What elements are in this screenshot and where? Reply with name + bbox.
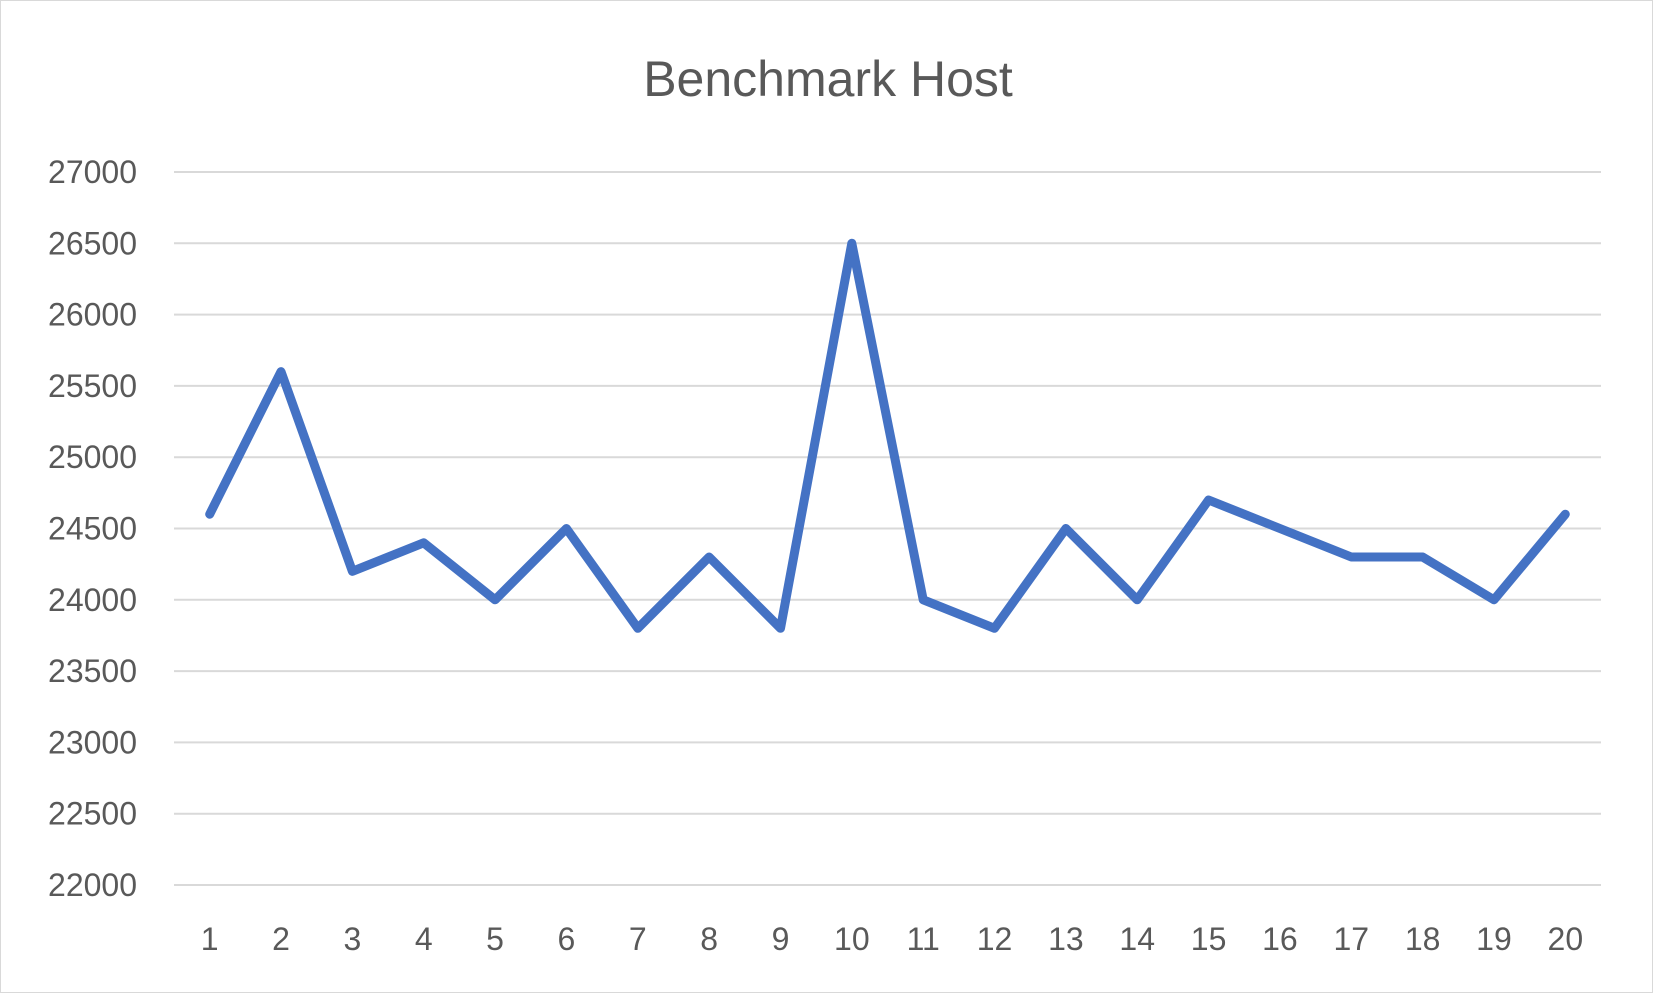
x-tick-label: 20 <box>1548 921 1584 957</box>
x-tick-label: 10 <box>834 921 870 957</box>
data-point <box>351 570 353 572</box>
x-tick-label: 18 <box>1405 921 1441 957</box>
y-tick-label: 27000 <box>48 154 137 190</box>
y-axis-tick-labels: 22000 22500 23000 23500 24000 24500 25000 25500… <box>48 154 137 903</box>
x-tick-label: 12 <box>977 921 1013 957</box>
x-tick-label: 6 <box>558 921 576 957</box>
data-point <box>922 599 924 601</box>
data-point <box>708 556 710 558</box>
data-point <box>1065 528 1067 529</box>
data-point <box>209 513 211 515</box>
gridlines <box>174 171 1601 886</box>
x-tick-label: 7 <box>629 921 647 957</box>
x-tick-label: 11 <box>907 921 940 957</box>
y-tick-label: 24500 <box>48 511 137 547</box>
data-point <box>1564 513 1566 515</box>
x-tick-label: 3 <box>343 921 361 957</box>
y-tick-label: 24000 <box>48 582 137 618</box>
x-tick-label: 17 <box>1333 921 1369 957</box>
x-tick-label: 19 <box>1476 921 1512 957</box>
data-point <box>851 242 853 244</box>
y-tick-label: 26000 <box>48 297 137 333</box>
x-tick-label: 13 <box>1048 921 1084 957</box>
chart-title: Benchmark Host <box>643 51 1013 107</box>
data-point <box>994 627 996 629</box>
series-lines <box>205 238 1570 633</box>
data-point <box>1422 556 1424 558</box>
x-tick-label: 15 <box>1191 921 1227 957</box>
data-point <box>1279 528 1281 529</box>
x-tick-label: 5 <box>486 921 504 957</box>
data-point <box>1350 556 1352 558</box>
data-point <box>1493 599 1495 601</box>
data-point <box>565 528 567 529</box>
data-point <box>1208 499 1210 501</box>
data-point <box>779 627 781 629</box>
x-tick-label: 4 <box>415 921 433 957</box>
x-axis-tick-labels: 1 2 3 4 5 6 7 8 9 10 11 12 13 14 15 16 17 18 19 20 <box>201 921 1583 957</box>
data-point <box>637 627 639 629</box>
y-tick-label: 26500 <box>48 225 137 261</box>
y-tick-label: 23500 <box>48 653 137 689</box>
data-point <box>1136 599 1138 601</box>
y-tick-label: 25000 <box>48 439 137 475</box>
series-line-1 <box>205 238 1570 633</box>
x-tick-label: 2 <box>272 921 290 957</box>
data-point <box>280 371 282 373</box>
y-tick-label: 25500 <box>48 368 137 404</box>
x-tick-label: 16 <box>1262 921 1298 957</box>
y-tick-label: 23000 <box>48 724 137 760</box>
y-tick-label: 22000 <box>48 867 137 903</box>
x-tick-label: 9 <box>772 921 790 957</box>
x-tick-label: 1 <box>201 921 219 957</box>
x-tick-label: 14 <box>1119 921 1155 957</box>
y-tick-label: 22500 <box>48 796 137 832</box>
data-point <box>494 599 496 601</box>
x-tick-label: 8 <box>700 921 718 957</box>
data-point <box>423 542 425 544</box>
